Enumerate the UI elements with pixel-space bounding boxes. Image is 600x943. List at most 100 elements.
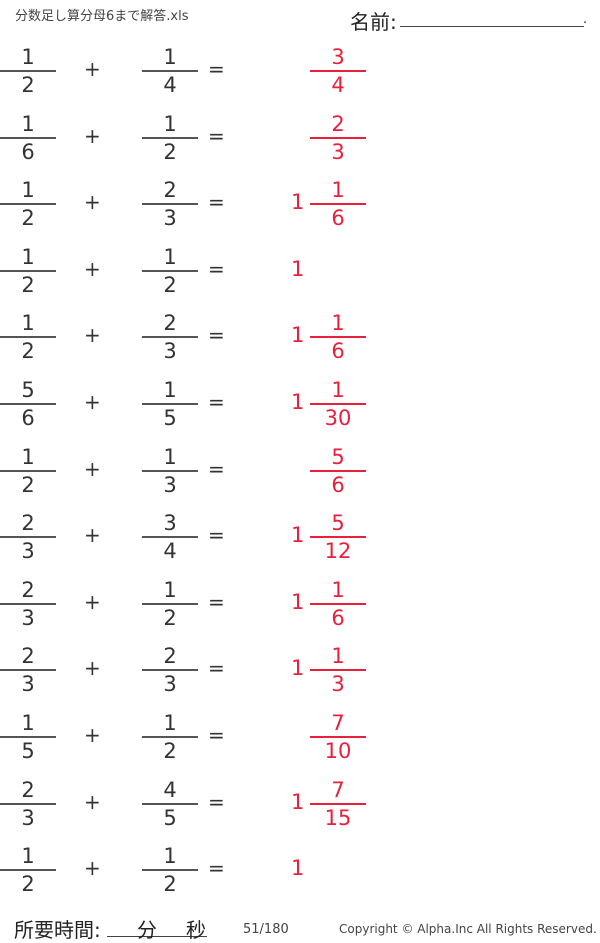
numerator: 1	[331, 378, 345, 402]
plus-sign: +	[84, 723, 101, 747]
numerator: 1	[21, 311, 35, 336]
numerator: 7	[331, 711, 345, 735]
problem-row: 1 2 + 1 2 = 1	[0, 844, 600, 910]
equals-sign: =	[208, 123, 225, 148]
numerator: 2	[163, 644, 177, 669]
fraction-bar	[0, 736, 56, 738]
fraction-bar	[0, 269, 56, 272]
plus-sign: +	[84, 856, 101, 881]
denominator: 3	[163, 339, 177, 364]
denominator: 6	[331, 206, 345, 231]
numerator: 1	[331, 311, 345, 336]
denominator: 2	[21, 73, 35, 97]
name-label: 名前:	[350, 10, 397, 34]
fraction-bar	[142, 269, 198, 272]
file-title: 分数足し算分母6まで解答.xls	[15, 9, 189, 24]
plus-sign: +	[84, 57, 101, 81]
numerator: 2	[21, 577, 35, 602]
denominator: 3	[21, 672, 35, 697]
denominator: 3	[21, 605, 35, 630]
numerator: 5	[331, 444, 345, 469]
fraction-bar	[142, 669, 198, 672]
equals-sign: =	[208, 856, 225, 881]
denominator: 2	[163, 139, 177, 164]
fraction-bar	[310, 469, 366, 472]
fraction-bar	[0, 403, 56, 405]
denominator: 2	[163, 605, 177, 630]
plus-sign: +	[84, 656, 101, 681]
problem-row: 2 3 + 4 5 = 1 7 15	[0, 778, 600, 844]
plus-sign: +	[84, 456, 101, 481]
answer-whole: 1	[291, 256, 305, 281]
equals-sign: =	[208, 57, 225, 81]
plus-sign: +	[84, 190, 101, 215]
fraction-bar	[310, 736, 366, 738]
fraction-bar	[142, 70, 198, 72]
name-field-line	[400, 26, 584, 27]
problem-row: 2 3 + 1 2 = 1 1 6	[0, 578, 600, 644]
numerator: 1	[163, 444, 177, 469]
denominator: 6	[331, 605, 345, 630]
fraction-bar	[310, 802, 366, 805]
problem-row: 1 6 + 1 2 = 2 3	[0, 112, 600, 178]
equals-sign: =	[208, 256, 225, 281]
denominator: 2	[21, 872, 35, 897]
plus-sign: +	[84, 323, 101, 348]
fraction-bar	[142, 336, 198, 339]
problem-row: 2 3 + 2 3 = 1 1 3	[0, 644, 600, 710]
denominator: 4	[163, 73, 177, 97]
denominator: 3	[21, 805, 35, 830]
equals-sign: =	[208, 789, 225, 814]
fraction-bar	[0, 469, 56, 472]
answer-whole: 1	[291, 656, 305, 681]
name-end-dot: .	[583, 12, 588, 27]
numerator: 2	[21, 511, 35, 536]
numerator: 7	[331, 777, 345, 802]
equals-sign: =	[208, 656, 225, 681]
fraction-bar	[0, 602, 56, 605]
problem-row: 2 3 + 3 4 = 1 5 12	[0, 511, 600, 577]
fraction-bar	[0, 136, 56, 139]
time-label: 所要時間:	[14, 918, 101, 942]
numerator: 5	[331, 511, 345, 536]
fraction-bar	[142, 869, 198, 872]
denominator: 2	[163, 872, 177, 897]
denominator: 3	[163, 672, 177, 697]
fraction-bar	[142, 736, 198, 738]
answer-whole: 1	[291, 856, 305, 881]
numerator: 1	[163, 244, 177, 269]
equals-sign: =	[208, 456, 225, 481]
answer-whole: 1	[291, 789, 305, 814]
problem-row: 1 2 + 2 3 = 1 1 6	[0, 311, 600, 377]
denominator: 2	[163, 739, 177, 763]
denominator: 3	[163, 472, 177, 497]
fraction-bar	[310, 70, 366, 72]
denominator: 15	[324, 805, 352, 830]
equals-sign: =	[208, 723, 225, 747]
numerator: 5	[21, 378, 35, 402]
denominator: 3	[163, 206, 177, 231]
fraction-bar	[142, 403, 198, 405]
fraction-bar	[310, 403, 366, 405]
denominator: 5	[21, 739, 35, 763]
numerator: 1	[163, 577, 177, 602]
numerator: 2	[163, 178, 177, 203]
numerator: 1	[21, 45, 35, 69]
fraction-bar	[0, 203, 56, 206]
denominator: 2	[21, 472, 35, 497]
numerator: 4	[163, 777, 177, 802]
fraction-bar	[142, 802, 198, 805]
problem-row: 5 6 + 1 5 = 1 1 30	[0, 378, 600, 444]
problem-row: 1 5 + 1 2 = 7 10	[0, 711, 600, 777]
problem-row: 1 2 + 1 4 = 3 4	[0, 45, 600, 111]
plus-sign: +	[84, 523, 101, 548]
numerator: 1	[21, 178, 35, 203]
plus-sign: +	[84, 789, 101, 814]
fraction-bar	[142, 602, 198, 605]
denominator: 5	[163, 406, 177, 430]
numerator: 1	[21, 244, 35, 269]
denominator: 2	[21, 272, 35, 297]
denominator: 2	[163, 272, 177, 297]
numerator: 1	[163, 45, 177, 69]
